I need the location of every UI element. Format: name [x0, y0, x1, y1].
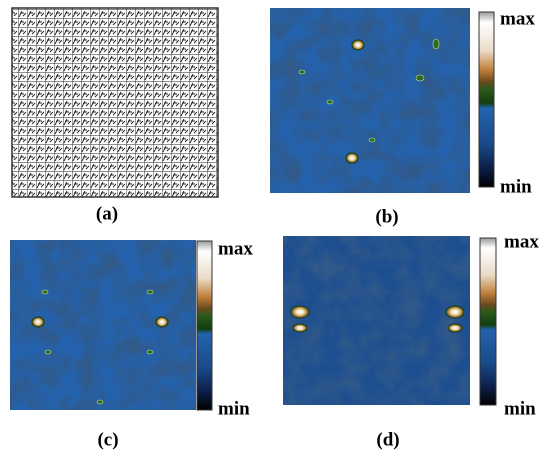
- panel-label: (a): [96, 203, 118, 224]
- heatmap-b: [270, 8, 470, 193]
- colorbar-min: min: [504, 398, 536, 419]
- hotspot: [298, 69, 306, 75]
- hotspot: [326, 99, 334, 105]
- hotspot: [44, 349, 52, 355]
- hotspot: [432, 38, 440, 50]
- mesh-panel: [11, 7, 219, 198]
- hotspot: [351, 39, 365, 51]
- colorbar-max: max: [218, 238, 253, 259]
- colorbar-min: min: [218, 398, 250, 419]
- hotspot: [146, 289, 154, 295]
- colorbar: [196, 240, 213, 411]
- panel-label: (d): [376, 429, 399, 450]
- hotspot: [445, 305, 465, 319]
- heatmap-c: [10, 240, 196, 410]
- panel-label: (b): [375, 206, 398, 227]
- hotspot: [96, 399, 104, 405]
- colorbar: [478, 11, 495, 188]
- hotspot: [415, 74, 425, 82]
- colorbar-max: max: [504, 231, 539, 252]
- colorbar-max: max: [500, 8, 535, 29]
- hotspot: [368, 137, 376, 143]
- colorbar-min: min: [500, 176, 532, 197]
- hotspot: [31, 316, 45, 328]
- hotspot: [146, 349, 154, 355]
- hotspot: [41, 289, 49, 295]
- hotspot: [155, 316, 169, 328]
- hotspot: [290, 305, 310, 319]
- panel-label: (c): [97, 429, 118, 450]
- colorbar: [479, 237, 497, 406]
- hotspot: [447, 323, 463, 333]
- heatmap-texture: [270, 8, 470, 193]
- heatmap-texture: [283, 236, 470, 405]
- hotspot: [292, 323, 308, 333]
- heatmap-d: [283, 236, 470, 405]
- hotspot: [345, 152, 359, 164]
